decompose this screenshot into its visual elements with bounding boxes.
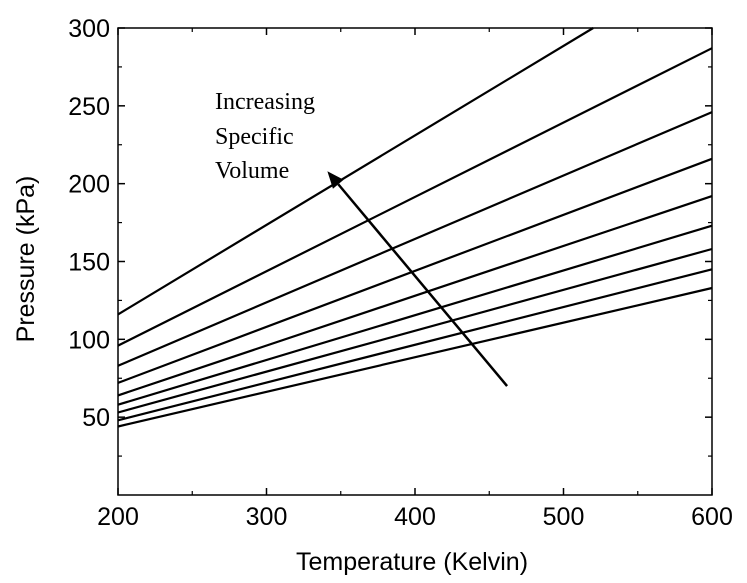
y-tick-label: 250 [68, 93, 110, 121]
annotation-arrowhead [327, 171, 344, 189]
series-line-4 [117, 157, 713, 384]
annotation: Increasing Specific Volume [215, 89, 509, 387]
series-line-1 [117, 27, 594, 316]
annotation-line-1: Increasing [215, 89, 315, 115]
series-line-7 [117, 247, 713, 414]
y-tick-label: 100 [68, 326, 110, 354]
x-tick-label: 300 [246, 503, 288, 531]
y-axis: 50 100 150 200 250 300 [68, 15, 712, 457]
series-line-6 [117, 224, 713, 406]
y-tick-label: 150 [68, 249, 110, 277]
x-tick-label: 200 [97, 503, 139, 531]
annotation-line-2: Specific [215, 124, 294, 150]
x-tick-label: 400 [394, 503, 436, 531]
series-line-5 [117, 195, 713, 397]
x-axis-title: Temperature (Kelvin) [296, 548, 528, 576]
x-tick-label: 600 [691, 503, 733, 531]
x-axis: 200 300 400 500 600 [97, 28, 733, 531]
annotation-line-3: Volume [215, 158, 289, 184]
y-axis-title: Pressure (kPa) [12, 176, 40, 343]
series-line-2 [117, 47, 713, 347]
annotation-arrow [337, 183, 509, 387]
y-tick-label: 50 [82, 404, 110, 432]
y-tick-label: 300 [68, 15, 110, 43]
series-line-3 [117, 111, 713, 367]
series-line-9 [117, 286, 713, 428]
series-lines [117, 27, 713, 428]
x-tick-label: 500 [543, 503, 585, 531]
y-tick-label: 200 [68, 171, 110, 199]
series-line-8 [117, 268, 713, 422]
